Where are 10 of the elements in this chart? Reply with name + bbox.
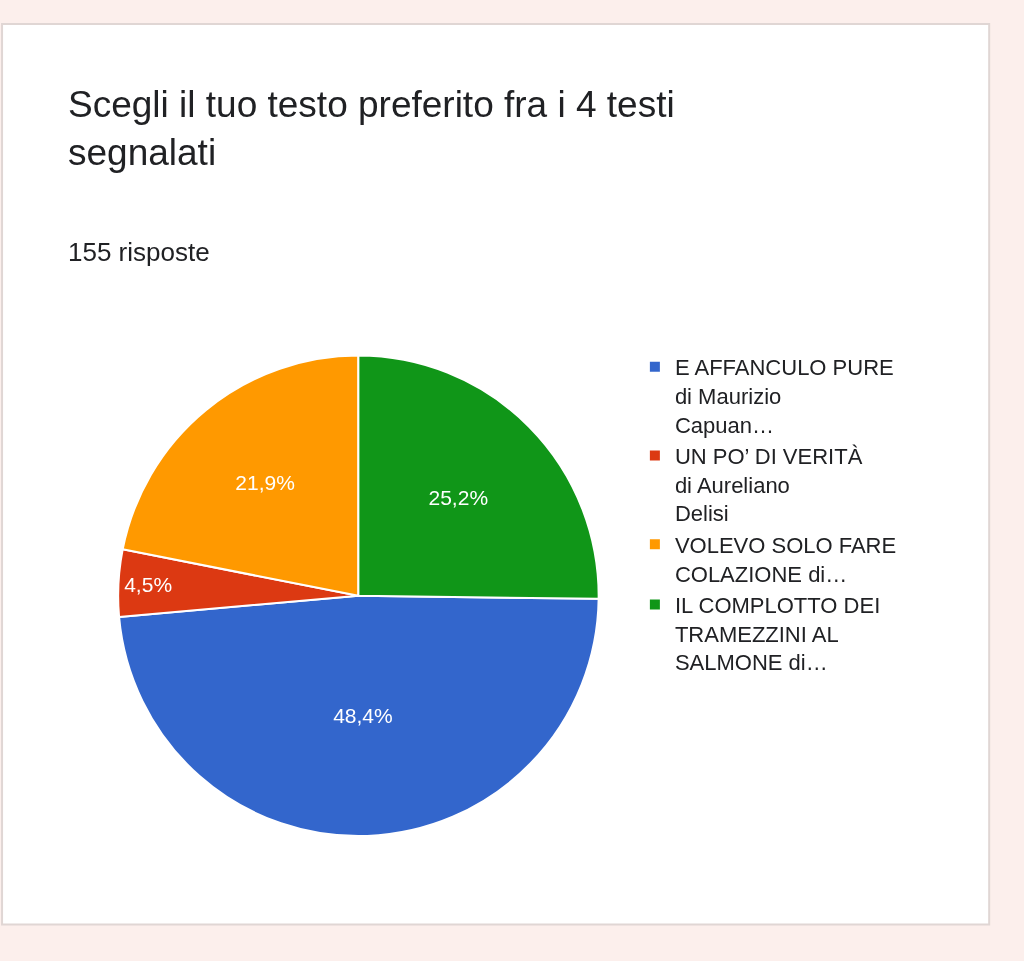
data-label: 4,5% [124,573,173,597]
legend-label: VOLEVO SOLO FARE COLAZIONE di… [674,532,897,587]
legend-label: IL COMPLOTTO DEI TRAMEZZINI AL SALMONE di… [674,593,881,676]
legend-label: UN PO’ DI VERITÀ di Aureliano Delisi [674,444,863,527]
chart-title: Scegli il tuo testo preferito fra i 4 testi segnalati [68,84,675,174]
legend-label: E AFFANCULO PURE di Maurizio Capuan… [674,355,894,438]
data-label: 48,4% [333,704,393,728]
data-label: 21,9% [235,470,295,494]
data-label: 25,2% [428,485,489,509]
chart-subtitle: 155 risposte [68,237,210,267]
